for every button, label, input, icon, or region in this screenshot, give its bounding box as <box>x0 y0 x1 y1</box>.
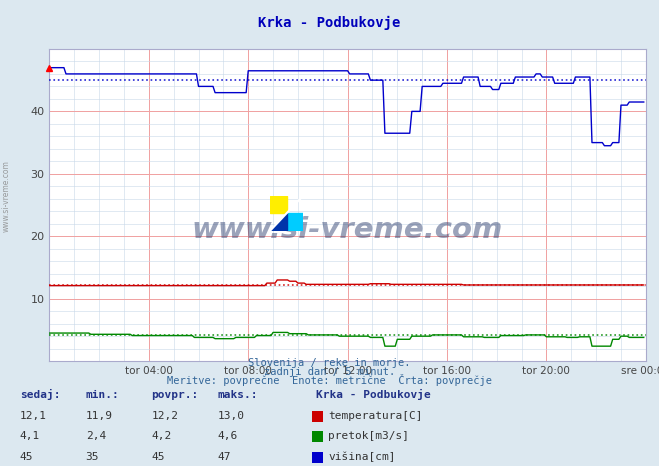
Text: pretok[m3/s]: pretok[m3/s] <box>328 432 409 441</box>
Text: www.si-vreme.com: www.si-vreme.com <box>192 216 503 244</box>
Text: 4,6: 4,6 <box>217 432 238 441</box>
Text: 12,1: 12,1 <box>20 411 47 421</box>
Text: Meritve: povprečne  Enote: metrične  Črta: povprečje: Meritve: povprečne Enote: metrične Črta:… <box>167 375 492 386</box>
Text: Krka - Podbukovje: Krka - Podbukovje <box>258 16 401 30</box>
Text: zadnji dan / 5 minut.: zadnji dan / 5 minut. <box>264 367 395 377</box>
Text: 45: 45 <box>152 452 165 462</box>
Text: povpr.:: povpr.: <box>152 391 199 400</box>
Text: 2,4: 2,4 <box>86 432 106 441</box>
Text: 47: 47 <box>217 452 231 462</box>
Text: www.si-vreme.com: www.si-vreme.com <box>2 160 11 232</box>
Text: 4,1: 4,1 <box>20 432 40 441</box>
Text: 13,0: 13,0 <box>217 411 244 421</box>
Text: 12,2: 12,2 <box>152 411 179 421</box>
Text: min.:: min.: <box>86 391 119 400</box>
Text: 11,9: 11,9 <box>86 411 113 421</box>
Text: maks.:: maks.: <box>217 391 258 400</box>
Text: 4,2: 4,2 <box>152 432 172 441</box>
Text: 35: 35 <box>86 452 99 462</box>
Text: temperatura[C]: temperatura[C] <box>328 411 422 421</box>
Text: višina[cm]: višina[cm] <box>328 452 395 462</box>
Text: sedaj:: sedaj: <box>20 390 60 400</box>
Text: Slovenija / reke in morje.: Slovenija / reke in morje. <box>248 358 411 368</box>
Text: 45: 45 <box>20 452 33 462</box>
Text: Krka - Podbukovje: Krka - Podbukovje <box>316 390 431 400</box>
Polygon shape <box>270 213 287 231</box>
Bar <box>270 196 287 213</box>
Bar <box>287 213 303 231</box>
